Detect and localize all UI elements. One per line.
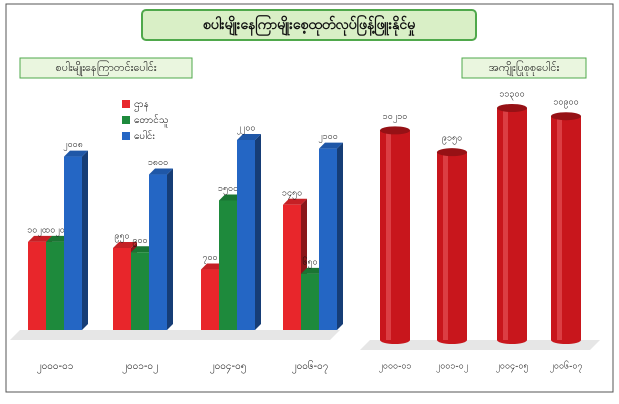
bar-top [497,104,527,112]
data-label: ၂၁၀၀ [318,132,338,143]
bar-shine [557,116,562,340]
x-tick-label: ၂၀၀၆-၀၇ [550,361,583,373]
bar-top [551,112,581,121]
bar [319,148,337,330]
bar-shine [503,108,508,340]
bar-top [237,134,261,140]
x-tick-label: ၂၀၀၀-၀၁ [37,361,74,374]
bar-top [319,142,343,149]
legend-swatch [122,132,130,140]
data-label: ၁၅၀၀ [218,184,238,195]
subtitle-box [19,57,193,79]
bar [283,204,301,330]
bar-side [337,142,343,330]
bar-top [149,168,173,175]
legend-swatch [122,116,130,124]
data-label: ၂၂၀၀ [237,124,256,135]
bar [237,140,255,330]
bar-bottom [380,336,410,344]
x-tick-label: ၂၀၀၄-၀၅ [496,362,529,373]
data-label: ၁၀၂၁၀ [383,112,408,123]
bar [219,200,237,330]
data-label: ၁၀၂၀ [27,225,47,236]
data-label: ၇၀၀ [202,253,217,264]
subtitle: စပါးမျိုးနေကြာတင်းပေါင်း [56,60,157,76]
bar [149,174,167,330]
bar-shine [443,152,448,340]
title-box [141,9,477,41]
subtitle-box [461,57,587,79]
bar-bottom [551,336,581,344]
bar-bottom [497,336,527,344]
bar-top [283,198,307,205]
x-tick-label: ၂၀၀၁-၀၂ [436,362,468,373]
bar [131,252,149,330]
chart-title: စပါးမျိုးနေကြာမျိုးစေ့ထုတ်လုပ်ဖြန့်ဖြူးန… [203,15,416,36]
bar [64,156,82,330]
bar-top [437,148,467,157]
data-label: ၂၀၀၈ [63,140,83,151]
legend-label: ပေါင်း [134,129,155,142]
x-tick-label: ၂၀၀၀-၀၁ [379,362,412,373]
data-label: ၉၀၀ [132,236,147,247]
bar [301,273,319,330]
bar [551,116,581,340]
data-label: ၁၀၉၀၀ [553,98,578,109]
data-label: ၁၁၃၀၀ [499,90,524,101]
data-label: ၉၅၀ [114,231,129,242]
bar-top [113,241,137,248]
data-label: ၉၁၅၀ [442,134,462,145]
floor [10,330,340,340]
x-tick-label: ၂၀၀၆-၀၇ [292,359,329,374]
bar [201,269,219,330]
legend-label: တောင်သူ [134,113,169,128]
bar [28,241,46,330]
legend-swatch [122,100,130,108]
bar [437,152,467,340]
bar [380,130,410,340]
x-tick-label: ၂၀၀၄-၀၅ [210,361,247,374]
bar [46,241,64,330]
floor [360,340,600,350]
data-label: ၁၈၀၀ [148,158,168,168]
data-label: ၁၄၅၀ [282,188,302,199]
bar-side [82,150,88,330]
x-tick-label: ၂၀၀၁-၀၂ [122,361,158,374]
bar-side [255,134,261,330]
bar [497,108,527,340]
bar-top [28,235,52,242]
bar-top [380,126,410,135]
subtitle: အကျိုးပြုစုစုပေါင်း [489,60,560,76]
data-label: ၆၅၀ [302,256,317,268]
bar-top [64,150,88,157]
bar-bottom [437,336,467,344]
bar [113,247,131,330]
data-label: ၁၀၂၀ [45,225,65,236]
bar-shine [386,130,391,340]
legend-label: ဌာန [134,99,149,112]
bar-side [167,168,173,330]
